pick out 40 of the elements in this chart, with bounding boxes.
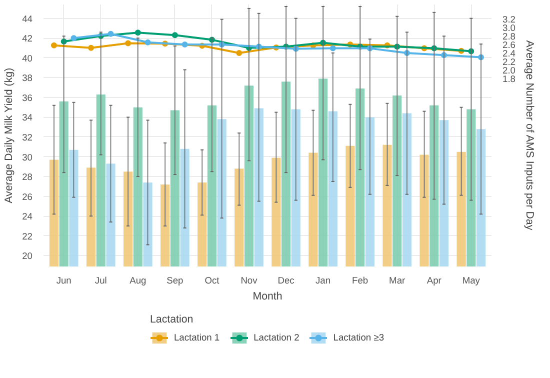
y-tick-label: 26 [22, 192, 33, 202]
y2-tick-label: 2.6 [502, 40, 516, 50]
y-tick-label: 28 [22, 172, 33, 182]
y2-tick-label: 2.4 [502, 48, 516, 58]
x-tick-label: Apr [426, 276, 442, 286]
x-tick-label: Aug [130, 276, 146, 286]
y-tick-label: 30 [22, 152, 33, 162]
y2-tick-label: 1.8 [502, 74, 516, 84]
x-tick-label: Jun [56, 276, 72, 286]
y2-tick-label: 2.0 [502, 66, 516, 76]
legend-title: Lactation [150, 314, 194, 326]
x-tick-label: Nov [240, 276, 258, 286]
y-tick-label: 42 [22, 34, 33, 44]
y-tick-label: 38 [22, 73, 33, 84]
x-tick-label: Jul [94, 276, 107, 286]
x-tick-label: May [462, 276, 480, 286]
x-tick-label: Dec [278, 276, 295, 286]
y2-tick-label: 3.2 [502, 14, 516, 24]
y-tick-label: 36 [22, 92, 33, 103]
x-axis-title: Month [252, 290, 282, 302]
x-tick-label: Feb [352, 276, 368, 286]
legend-label: Lactation ≥3 [333, 332, 384, 342]
y2-tick-label: 3.0 [502, 22, 516, 33]
y-tick-label: 44 [22, 14, 33, 24]
legend-label: Lactation 1 [174, 332, 220, 342]
y-tick-label: 32 [22, 132, 33, 142]
legend-label: Lactation 2 [254, 332, 300, 342]
x-tick-label: Jan [316, 276, 331, 286]
y-axis-title: Average Daily Milk Yield (kg) [3, 68, 16, 204]
x-tick-label: Sep [166, 276, 184, 286]
y-tick-label: 24 [22, 212, 33, 222]
y2-tick-label: 2.2 [502, 56, 516, 67]
x-tick-label: Mar [389, 276, 406, 286]
y-tick-label: 22 [22, 231, 33, 242]
y-tick-label: 40 [22, 53, 33, 64]
y2-tick-label: 2.8 [502, 31, 516, 42]
y2-axis-title: Average Number of AMS Inputs per Day [523, 40, 536, 231]
x-tick-label: Oct [204, 276, 220, 286]
y-tick-label: 20 [22, 251, 33, 262]
y-tick-label: 34 [22, 112, 33, 123]
